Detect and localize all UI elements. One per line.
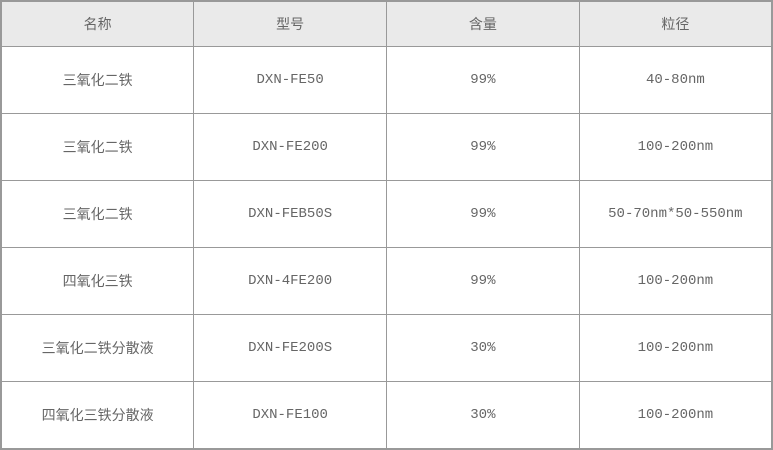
table-row: 三氧化二铁 DXN-FE50 99% 40-80nm [0,46,773,114]
cell-particle-size: 100-200nm [578,314,773,382]
cell-model: DXN-FE100 [193,381,387,450]
cell-content: 30% [386,314,580,382]
cell-model: DXN-FE50 [193,46,387,114]
cell-particle-size: 100-200nm [578,381,773,450]
cell-particle-size: 40-80nm [578,46,773,114]
table-row: 四氧化三铁分散液 DXN-FE100 30% 100-200nm [0,381,773,450]
cell-name: 四氧化三铁 [0,247,195,315]
cell-content: 99% [386,247,580,315]
cell-model: DXN-FEB50S [193,180,387,248]
column-header-particle-size: 粒径 [578,0,773,47]
column-header-content: 含量 [386,0,580,47]
cell-name: 三氧化二铁 [0,46,195,114]
table-row: 三氧化二铁分散液 DXN-FE200S 30% 100-200nm [0,314,773,382]
header-row: 名称 型号 含量 粒径 [0,0,773,47]
table-header: 名称 型号 含量 粒径 [0,0,773,47]
cell-model: DXN-4FE200 [193,247,387,315]
cell-name: 三氧化二铁分散液 [0,314,195,382]
cell-particle-size: 100-200nm [578,113,773,181]
cell-content: 99% [386,113,580,181]
cell-model: DXN-FE200S [193,314,387,382]
cell-content: 99% [386,180,580,248]
cell-particle-size: 50-70nm*50-550nm [578,180,773,248]
table-row: 三氧化二铁 DXN-FE200 99% 100-200nm [0,113,773,181]
table-body: 三氧化二铁 DXN-FE50 99% 40-80nm 三氧化二铁 DXN-FE2… [0,46,773,450]
cell-name: 三氧化二铁 [0,113,195,181]
table-row: 四氧化三铁 DXN-4FE200 99% 100-200nm [0,247,773,315]
cell-model: DXN-FE200 [193,113,387,181]
column-header-model: 型号 [193,0,387,47]
cell-content: 99% [386,46,580,114]
column-header-name: 名称 [0,0,195,47]
cell-particle-size: 100-200nm [578,247,773,315]
table-row: 三氧化二铁 DXN-FEB50S 99% 50-70nm*50-550nm [0,180,773,248]
cell-name: 四氧化三铁分散液 [0,381,195,450]
cell-name: 三氧化二铁 [0,180,195,248]
cell-content: 30% [386,381,580,450]
